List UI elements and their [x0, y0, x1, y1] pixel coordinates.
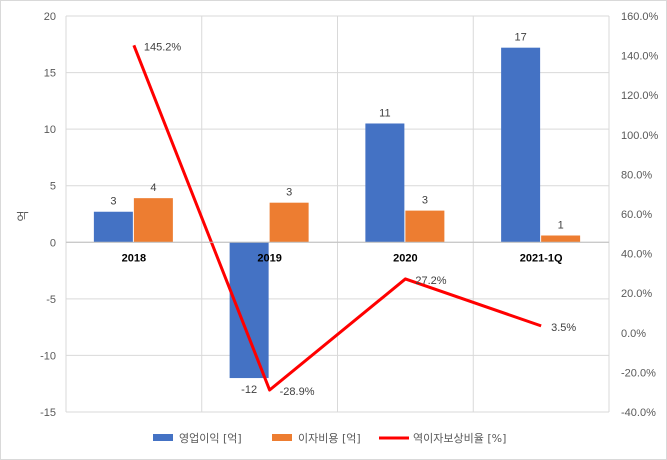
y-tick-label: 20 — [44, 11, 56, 23]
y2-tick-label: 80.0% — [621, 169, 652, 181]
x-tick-label: 2021-1Q — [520, 252, 563, 264]
bar — [365, 123, 405, 243]
y2-tick-label: -40.0% — [621, 407, 656, 419]
y-tick-label: -10 — [40, 350, 56, 362]
line-data-label: -28.9% — [280, 386, 315, 398]
y2-tick-label: 20.0% — [621, 288, 652, 300]
bar-marks — [93, 47, 581, 379]
y2-tick-label: 60.0% — [621, 209, 652, 221]
y2-tick-label: 120.0% — [621, 90, 659, 102]
bar-data-label: 3 — [422, 195, 428, 207]
y2-tick-label: 160.0% — [621, 11, 659, 23]
bar-data-label: -12 — [241, 384, 257, 396]
y2-tick-label: 0.0% — [621, 328, 646, 340]
legend: 영업이익 [억] 이자비용 [억] 역이자보상비율 [%] — [153, 432, 506, 445]
bar — [93, 211, 133, 243]
bar — [405, 210, 445, 243]
y-axis-title: 억 — [16, 210, 30, 221]
axes: -15 -10 -5 0 5 10 15 20 -40.0% -20.0% 0.0% 20.0% 40.… — [40, 11, 658, 419]
y-tick-label: 10 — [44, 124, 56, 136]
data-labels: 3 -12 11 17 4 3 3 1 145.2% -28.9% 27.2% 3.5% — [110, 32, 576, 398]
x-tick-label: 2019 — [257, 252, 281, 264]
legend-swatch — [272, 434, 292, 441]
line-data-label: 3.5% — [551, 322, 576, 334]
y2-tick-label: 40.0% — [621, 249, 652, 261]
ratio-line-group — [132, 44, 542, 392]
y-tick-label: -15 — [40, 407, 56, 419]
bar-data-label: 1 — [558, 219, 564, 231]
y2-tick-label: 140.0% — [621, 51, 659, 63]
bar-data-label: 3 — [286, 187, 292, 199]
legend-label: 이자비용 [억] — [298, 432, 361, 445]
y2-tick-label: -20.0% — [621, 367, 656, 379]
y2-tick-label: 100.0% — [621, 130, 659, 142]
bar — [501, 47, 541, 243]
bar-data-label: 3 — [110, 196, 116, 208]
legend-swatch — [153, 434, 173, 441]
bar — [541, 235, 581, 243]
y-tick-label: 0 — [50, 237, 56, 249]
bar — [269, 202, 309, 243]
y-tick-label: 15 — [44, 68, 56, 80]
x-tick-label: 2020 — [393, 252, 417, 264]
ratio-line — [132, 44, 542, 392]
line-data-label: 27.2% — [415, 275, 446, 287]
legend-label: 역이자보상비율 [%] — [413, 432, 506, 445]
legend-label: 영업이익 [억] — [179, 432, 242, 445]
bar-data-label: 4 — [150, 182, 156, 194]
bar-data-label: 17 — [515, 32, 527, 44]
x-tick-label: 2018 — [122, 252, 146, 264]
line-data-label: 145.2% — [144, 41, 182, 53]
y-tick-label: 5 — [50, 181, 56, 193]
bar — [133, 198, 173, 243]
bar-data-label: 11 — [379, 107, 390, 119]
bar — [229, 242, 269, 379]
y-tick-label: -5 — [46, 294, 56, 306]
